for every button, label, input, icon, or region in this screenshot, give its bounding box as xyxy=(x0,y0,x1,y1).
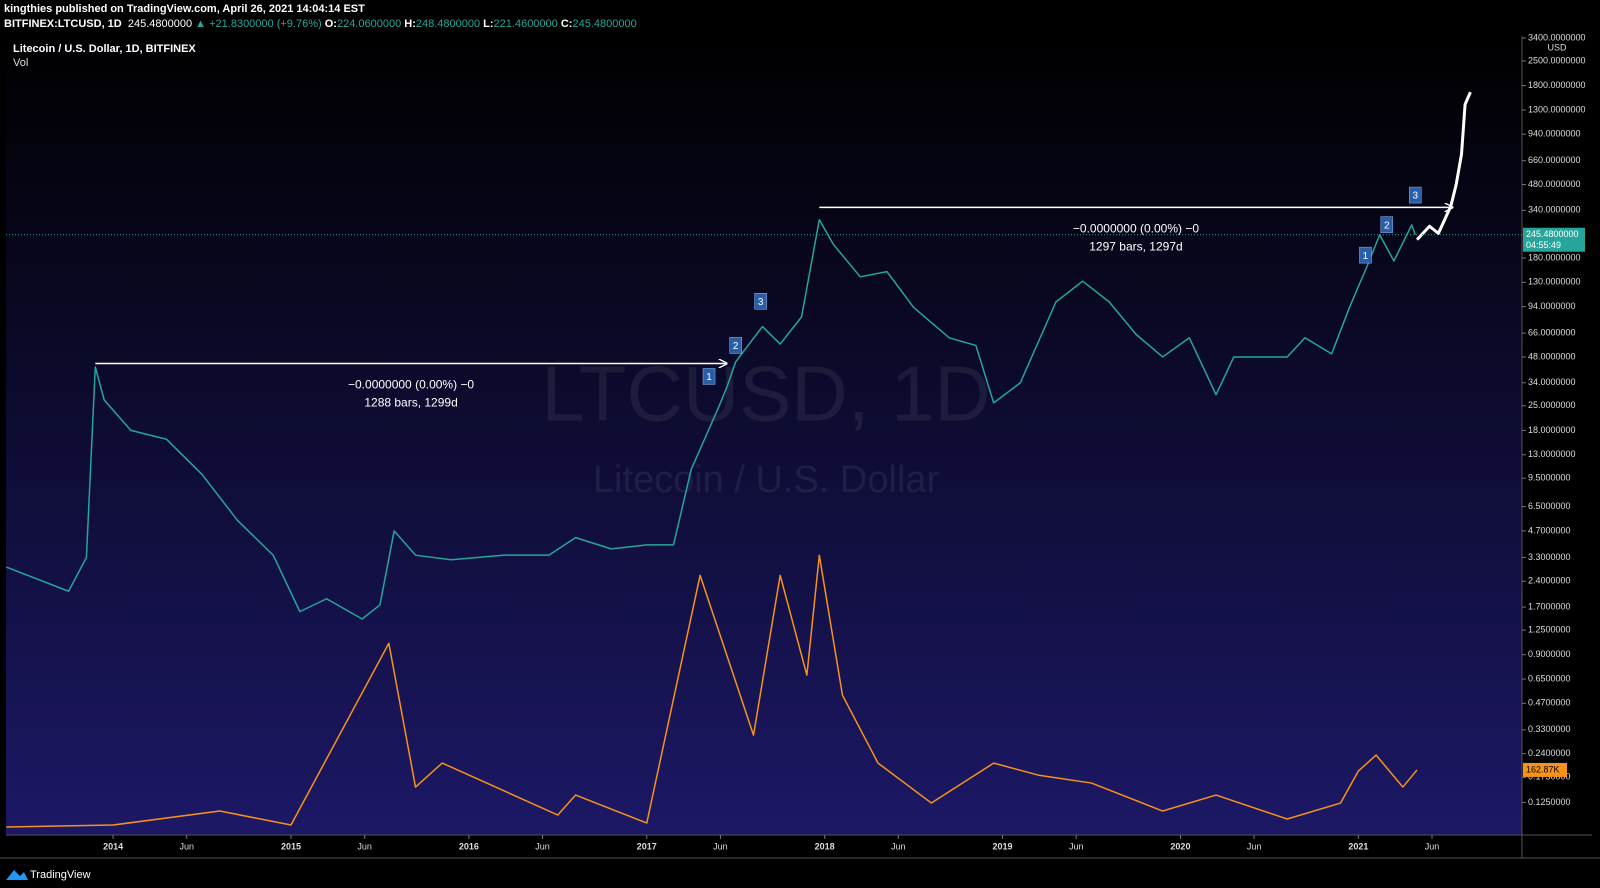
high: 248.4800000 xyxy=(415,18,481,30)
y-tick-label: 94.0000000 xyxy=(1528,301,1576,311)
brand: TradingView xyxy=(30,869,91,881)
plot-background xyxy=(6,36,1522,835)
y-tick-label: 940.0000000 xyxy=(1528,129,1581,139)
y-tick-label: 0.6500000 xyxy=(1528,673,1571,683)
measure-change: −0.0000000 (0.00%) −0 xyxy=(348,378,474,392)
price: 245.4800000 xyxy=(127,18,193,30)
x-tick-label: 2020 xyxy=(1170,841,1190,851)
low-label: L: xyxy=(483,18,494,30)
volume-last-label: 162.87K xyxy=(1526,764,1560,774)
wave-marker xyxy=(1409,186,1422,204)
y-tick-label: 6.5000000 xyxy=(1528,501,1571,511)
symbol: BITFINEX:LTCUSD, 1D xyxy=(4,18,122,30)
wave-marker xyxy=(754,293,767,310)
open: 224.0600000 xyxy=(336,18,402,30)
close: 245.4800000 xyxy=(572,18,637,30)
volume-title: Vol xyxy=(13,57,28,69)
x-tick-label: Jun xyxy=(179,841,194,851)
logo xyxy=(6,870,28,880)
volume-line xyxy=(6,554,1418,828)
y-tick-label: 1800.0000000 xyxy=(1528,80,1586,90)
wave-label: 1 xyxy=(706,372,712,383)
price-line xyxy=(1415,91,1472,241)
wave-label: 1 xyxy=(1363,251,1369,262)
y-tick-label: 2.4000000 xyxy=(1528,576,1571,586)
x-tick-label: Jun xyxy=(891,841,906,851)
watermark-subtitle: Litecoin / U.S. Dollar xyxy=(593,459,940,501)
y-tick-label: 13.0000000 xyxy=(1528,449,1576,459)
y-tick-label: 9.5000000 xyxy=(1528,473,1571,483)
chart-title: Litecoin / U.S. Dollar, 1D, BITFINEX xyxy=(13,43,196,55)
y-tick-label: 18.0000000 xyxy=(1528,425,1576,435)
published-line: kingthies published on TradingView.com, … xyxy=(4,2,637,17)
price-axis-background xyxy=(1522,36,1592,835)
y-tick-label: 2500.0000000 xyxy=(1528,55,1586,65)
x-tick-label: Jun xyxy=(357,841,372,851)
price-line xyxy=(6,218,1416,620)
y-tick-label: 34.0000000 xyxy=(1528,377,1576,387)
header: kingthies published on TradingView.com, … xyxy=(4,2,637,32)
wave-marker xyxy=(702,368,716,385)
y-tick-label: 25.0000000 xyxy=(1528,400,1576,410)
x-tick-label: 2014 xyxy=(103,841,123,851)
volume-last-box xyxy=(1523,762,1567,777)
wave-label: 2 xyxy=(733,341,739,352)
y-tick-label: 0.4700000 xyxy=(1528,698,1571,708)
x-tick-label: 2015 xyxy=(281,841,301,851)
change: ▲ +21.8300000 (+9.76%) xyxy=(195,18,322,30)
y-tick-label: 180.0000000 xyxy=(1528,252,1581,262)
wave-marker xyxy=(1359,246,1372,264)
x-tick-label: Jun xyxy=(535,841,550,851)
last-price-label: 245.4800000 xyxy=(1526,229,1579,239)
y-tick-label: 3400.0000000 xyxy=(1528,32,1586,42)
wave-label: 3 xyxy=(758,297,764,308)
wave-marker xyxy=(1380,216,1394,233)
x-tick-label: 2017 xyxy=(637,841,657,851)
y-tick-label: 660.0000000 xyxy=(1528,155,1581,165)
y-tick-label: 4.7000000 xyxy=(1528,525,1571,535)
countdown: 04:55:49 xyxy=(1526,240,1561,250)
high-label: H: xyxy=(404,18,416,30)
y-tick-label: 0.9000000 xyxy=(1528,649,1571,659)
x-tick-label: Jun xyxy=(1247,841,1262,851)
x-tick-label: Jun xyxy=(713,841,728,851)
y-tick-label: 3.3000000 xyxy=(1528,552,1571,562)
y-tick-label: 480.0000000 xyxy=(1528,179,1581,189)
y-tick-label: 48.0000000 xyxy=(1528,351,1576,361)
y-tick-label: 1.7000000 xyxy=(1528,601,1571,611)
y-tick-label: 1300.0000000 xyxy=(1528,104,1586,114)
symbol-line: BITFINEX:LTCUSD, 1D 245.4800000 ▲ +21.83… xyxy=(4,17,637,32)
watermark: LTCUSD, 1D xyxy=(541,350,990,438)
published: kingthies published on TradingView.com, … xyxy=(4,3,365,15)
y-tick-label: 0.1250000 xyxy=(1528,797,1571,807)
low: 221.4600000 xyxy=(493,18,558,30)
x-tick-label: 2021 xyxy=(1348,841,1368,851)
x-tick-label: 2016 xyxy=(459,841,479,851)
y-tick-label: 66.0000000 xyxy=(1528,327,1576,337)
x-tick-label: 2018 xyxy=(815,841,835,851)
y-tick-label: 340.0000000 xyxy=(1528,205,1581,215)
wave-marker xyxy=(729,337,742,354)
y-tick-label: 0.3300000 xyxy=(1528,724,1571,734)
close-label: C: xyxy=(560,18,573,30)
x-tick-label: Jun xyxy=(1425,841,1440,851)
currency: USD xyxy=(1547,42,1567,52)
y-tick-label: 0.2400000 xyxy=(1528,748,1571,758)
measure-bars: 1297 bars, 1297d xyxy=(1089,240,1182,254)
wave-label: 2 xyxy=(1384,220,1390,231)
last-price-box xyxy=(1523,227,1585,252)
measure-change: −0.0000000 (0.00%) −0 xyxy=(1073,222,1199,236)
x-tick-label: Jun xyxy=(1069,841,1084,851)
y-tick-label: 130.0000000 xyxy=(1528,277,1581,287)
open-label: O: xyxy=(324,18,337,30)
wave-label: 3 xyxy=(1412,191,1418,202)
y-tick-label: 1.2500000 xyxy=(1528,624,1571,634)
measure-bars: 1288 bars, 1299d xyxy=(364,396,457,410)
x-tick-label: 2019 xyxy=(993,841,1013,851)
